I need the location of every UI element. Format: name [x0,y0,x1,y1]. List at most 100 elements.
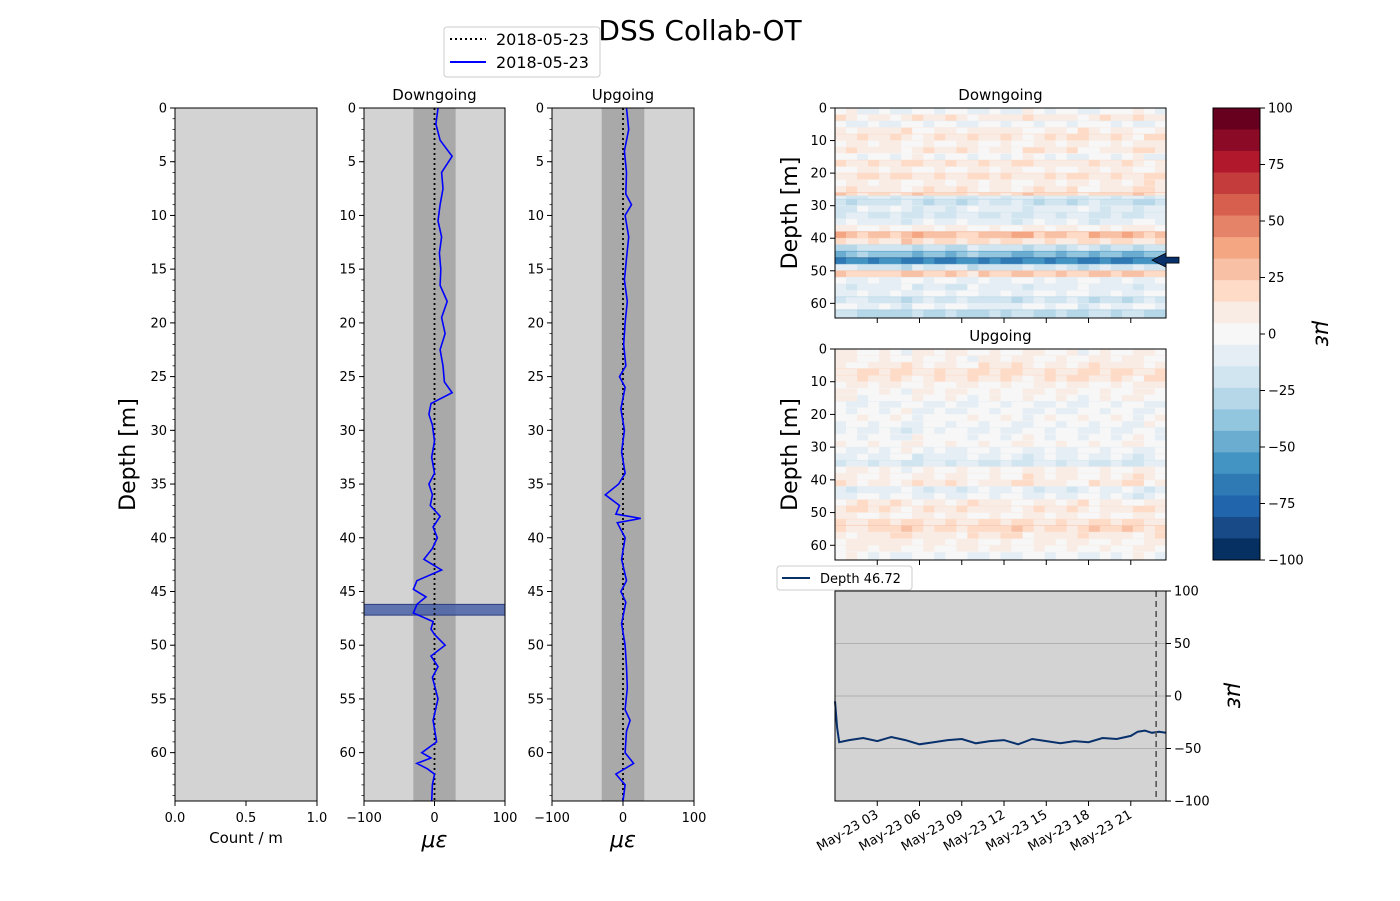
heatmap-down-cell [1000,121,1013,128]
heatmap-up-cell [967,532,979,540]
heatmap-up-cell [890,414,902,422]
heatmap-up-cell [1011,368,1024,376]
heatmap-up-cell [890,545,902,553]
heatmap-up-cell [846,368,858,376]
heatmap-down-cell [1132,179,1145,187]
heatmap-down-cell [923,121,935,128]
heatmap-down-cell [1033,231,1046,239]
heatmap-up-cell [1077,427,1090,435]
heatmap-down-cell [1000,251,1013,259]
y-tick-label: 20 [150,316,167,331]
heatmap-down-cell [1077,179,1090,187]
heatmap-up-cell [912,499,924,507]
heatmap-up-cell [1066,460,1079,468]
heatmap-up-cell [1022,473,1035,481]
colorbar-tick-label: −75 [1268,497,1295,512]
timeseries-legend: Depth 46.72 [776,565,913,591]
heatmap-down-cell [956,218,968,226]
heatmap-down-cell [989,277,1002,285]
heatmap-up-cell [890,421,902,428]
heatmap-down-cell [1033,244,1046,252]
heatmap-down-cell [1055,212,1068,220]
heatmap-down-cell [912,153,924,161]
heatmap-down-cell [1143,147,1156,154]
heatmap-up-cell [1099,388,1112,396]
heatmap-down-cell [934,127,946,135]
y-tick-label: 20 [810,167,827,182]
depth-series-line [834,701,1167,746]
heatmap-up-cell [1011,545,1024,553]
heatmap-up-cell [1155,466,1167,474]
x-axis-label: με [609,828,636,853]
heatmap-up-cell [868,401,880,409]
heatmap-up-cell [912,381,924,389]
heatmap-down-cell [1033,257,1046,265]
heatmap-down-cell [879,195,891,200]
heatmap-down-cell [1121,199,1134,207]
heatmap-up-cell [1066,466,1079,474]
y-tick-label: 10 [150,209,167,224]
heatmap-down-cell [1143,127,1156,135]
heatmap-up-cell [912,362,924,369]
heatmap-down-cell [1132,290,1145,298]
heatmap-up-cell [868,519,880,526]
heatmap-up-cell [978,492,990,500]
heatmap-up-cell [967,453,979,461]
heatmap-down-cell [1121,114,1134,122]
heatmap-up-cell [1077,519,1090,526]
colorbar-segment [1213,151,1260,173]
colorbar-segment [1213,473,1260,496]
heatmap-down-cell [1132,283,1145,291]
heatmap-up-cell [967,401,979,409]
heatmap-up-cell [868,394,880,402]
heatmap-down-cell [1033,186,1046,193]
heatmap-down-cell [846,231,858,239]
heatmap-up-cell [890,375,902,383]
heatmap-up-cell [1000,407,1013,415]
heatmap-up-cell [1088,499,1101,507]
heatmap-down-cell [1143,303,1156,311]
heatmap-down-cell [967,179,979,187]
heatmap-up-cell [1044,473,1057,481]
heatmap-down-cell [912,264,924,272]
heatmap-down-cell [901,166,913,174]
heatmap-up-cell [1066,368,1079,376]
heatmap-up-cell [1044,434,1057,441]
heatmap-up-cell [901,545,913,553]
heatmap-up-cell [978,381,990,389]
heatmap-down-cell [1155,212,1167,220]
heatmap-up-cell [1143,394,1156,402]
heatmap-down-cell [835,244,847,252]
heatmap-down-cell [1077,121,1090,128]
heatmap-down-cell [1088,251,1101,259]
heatmap-up-cell [1143,538,1156,546]
heatmap-down-cell [835,173,847,180]
heatmap-up-cell [989,421,1002,428]
heatmap-down-cell [978,134,990,141]
heatmap-up-cell [1055,375,1068,383]
heatmap-down-cell [846,192,858,197]
heatmap-up-cell [1143,421,1156,428]
heatmap-up-cell [901,440,913,448]
heatmap-up-cell [923,440,935,448]
heatmap-up-cell [1088,355,1101,363]
heatmap-up-cell [835,460,847,468]
heatmap-down-cell [934,134,946,141]
heatmap-up-cell [1121,532,1134,540]
y-tick-label: 25 [339,370,356,385]
heatmap-down-cell [1055,218,1068,226]
heatmap-up-cell [1055,434,1068,441]
heatmap-down-cell [1011,186,1024,193]
y-tick-label: 5 [536,155,544,170]
heatmap-up-cell [1143,492,1156,500]
heatmap-down-cell [1110,140,1123,148]
heatmap-up-cell [945,519,957,526]
heatmap-up-cell [835,375,847,383]
heatmap-down-cell [1044,179,1057,187]
heatmap-up-cell [857,368,869,376]
heatmap-down-cell [1121,270,1134,278]
heatmap-down-cell [868,238,880,246]
heatmap-up-cell [945,466,957,474]
heatmap-down-cell [1132,244,1145,252]
heatmap-up-cell [901,401,913,409]
